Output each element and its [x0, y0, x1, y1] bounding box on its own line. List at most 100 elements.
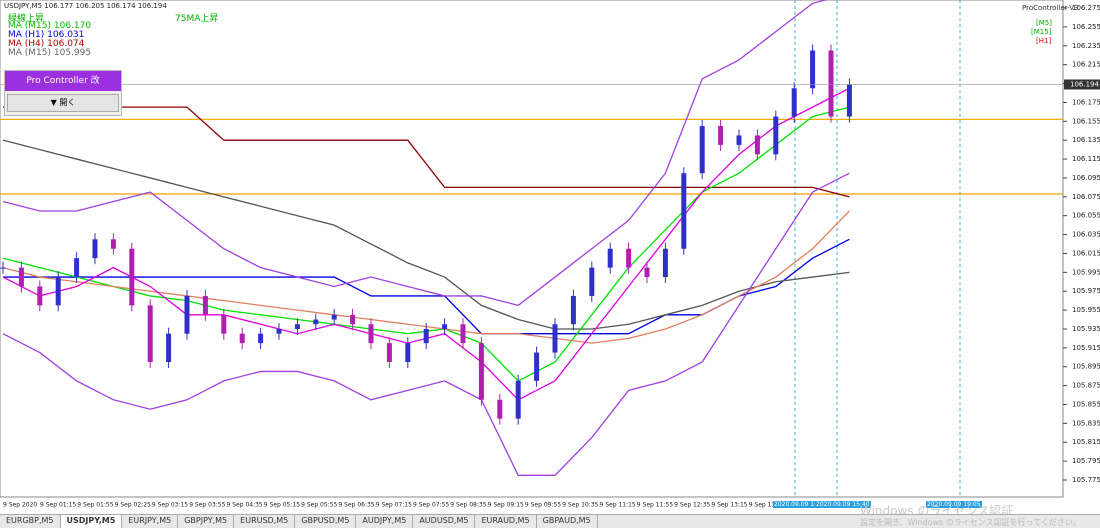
x-tick-label: 9 Sep 07:15 [376, 502, 412, 509]
candle [534, 352, 540, 381]
candle [368, 324, 374, 344]
symbol-tab[interactable]: AUDUSD,M5 [413, 515, 476, 528]
candle [810, 50, 816, 89]
candle [846, 84, 852, 117]
x-tick-label: 9 Sep 11:55 [637, 502, 673, 509]
candle [331, 314, 337, 320]
symbol-tab[interactable]: GBPJPY,M5 [178, 515, 235, 528]
x-tick-label: 9 Sep 09:55 [525, 502, 561, 509]
x-tick-label: 9 Sep 10:35 [562, 502, 598, 509]
watermark: 設定を開き、Windows のライセンス認証を行ってください。 [860, 518, 1081, 527]
candle [460, 324, 466, 344]
candle [478, 343, 484, 400]
pro-controller: Pro Controller 改 ▼ 開く [4, 70, 122, 116]
x-tick-label: 9 Sep 01:15 [40, 502, 76, 509]
ma-label: MA (H4) 106.074 [8, 39, 85, 49]
time-marker: 2020.09.09 15:40 [815, 501, 871, 508]
symbol-tab[interactable]: EURUSD,M5 [234, 515, 296, 528]
y-tick-label: 106.155 [1072, 117, 1100, 125]
y-tick-label: 106.175 [1072, 98, 1100, 106]
candle [552, 324, 558, 353]
tf-label: [M5] [1036, 19, 1052, 27]
x-tick-label: 9 Sep 2020 [3, 502, 37, 509]
signal: 75MA上昇 [175, 14, 219, 24]
y-tick-label: 106.095 [1072, 174, 1100, 182]
candle [221, 314, 227, 334]
chart: 106.275106.255106.235106.215106.195106.1… [0, 0, 1100, 509]
price-label: 106.194 [1070, 80, 1099, 88]
indicator-line [2, 139, 850, 330]
y-tick-label: 106.275 [1072, 4, 1100, 12]
candle [644, 267, 650, 278]
y-tick-label: 105.815 [1072, 438, 1100, 446]
candle [166, 333, 172, 363]
candle [294, 324, 300, 329]
candle [570, 295, 576, 325]
candle [626, 248, 632, 268]
open-button[interactable]: ▼ 開く [7, 94, 119, 112]
y-tick-label: 106.035 [1072, 231, 1100, 239]
symbol-tab[interactable]: EURGBP,M5 [0, 515, 61, 528]
price-box [1064, 79, 1100, 90]
y-tick-label: 106.135 [1072, 136, 1100, 144]
y-tick-label: 105.835 [1072, 419, 1100, 427]
y-tick-label: 106.235 [1072, 42, 1100, 50]
x-tick-label: 9 Sep 09:15 [488, 502, 524, 509]
candle [773, 116, 779, 155]
x-tick-label: 9 Sep 06:35 [338, 502, 374, 509]
candle [129, 248, 135, 306]
symbol-tab[interactable]: GBPUSD,M5 [295, 515, 357, 528]
y-tick-label: 105.915 [1072, 344, 1100, 352]
candle [405, 343, 411, 363]
time-marker: 2020.09.09 19:05 [926, 501, 982, 508]
y-tick-label: 105.895 [1072, 363, 1100, 371]
candle [110, 239, 116, 249]
candle [497, 399, 503, 419]
candle [754, 135, 760, 155]
y-tick-label: 105.775 [1072, 476, 1100, 484]
candle [55, 277, 61, 306]
symbol-tab[interactable]: GBPAUD,M5 [537, 515, 598, 528]
x-tick-label: 9 Sep 07:55 [413, 502, 449, 509]
candle [699, 126, 705, 174]
symbol-tab[interactable]: EURAUD,M5 [475, 515, 537, 528]
candle [791, 88, 797, 117]
symbol-info: USDJPY,M5 106.177 106.205 106.174 106.19… [4, 2, 167, 10]
y-tick-label: 106.255 [1072, 23, 1100, 31]
y-tick-label: 106.215 [1072, 61, 1100, 69]
plot-area [0, 0, 1064, 498]
x-tick-label: 9 Sep 13:15 [711, 502, 747, 509]
x-tick-label: 9 Sep 04:35 [227, 502, 263, 509]
tf-label: [H1] [1036, 37, 1052, 45]
symbol-tab[interactable]: EURJPY,M5 [122, 515, 179, 528]
candle [276, 328, 282, 334]
x-tick-label: 9 Sep 13:55 [749, 502, 785, 509]
candle [313, 319, 319, 325]
candle [386, 343, 392, 363]
time-marker: 2020.09.09 15:0 [773, 501, 825, 508]
y-tick-label: 105.855 [1072, 400, 1100, 408]
candle [350, 314, 356, 325]
candle [736, 135, 742, 145]
candle [423, 328, 429, 344]
symbol-tab[interactable]: AUDJPY,M5 [356, 515, 414, 528]
candle [718, 126, 724, 145]
candle [681, 173, 687, 249]
signal: 緑線上昇 [8, 14, 45, 24]
ma-label: MA (M15) 106.170 [8, 21, 92, 31]
symbol-tab[interactable]: USDJPY,M5 [60, 515, 123, 528]
y-tick-label: 105.995 [1072, 268, 1100, 276]
x-tick-label: 9 Sep 05:15 [264, 502, 300, 509]
candle [74, 258, 80, 278]
candle [442, 324, 448, 329]
candle [239, 333, 245, 344]
x-tick-label: 9 Sep 01:55 [77, 502, 113, 509]
candle [258, 333, 264, 344]
tab-bar: EURGBP,M5 USDJPY,M5 EURJPY,M5 GBPJPY,M5 EURU… [0, 514, 1100, 528]
candle [202, 295, 208, 315]
x-tick-label: 9 Sep 05:55 [301, 502, 337, 509]
x-tick-label: 9 Sep 11:15 [600, 502, 636, 509]
x-tick-label: 9 Sep 03:55 [189, 502, 225, 509]
y-tick-label: 105.955 [1072, 306, 1100, 314]
